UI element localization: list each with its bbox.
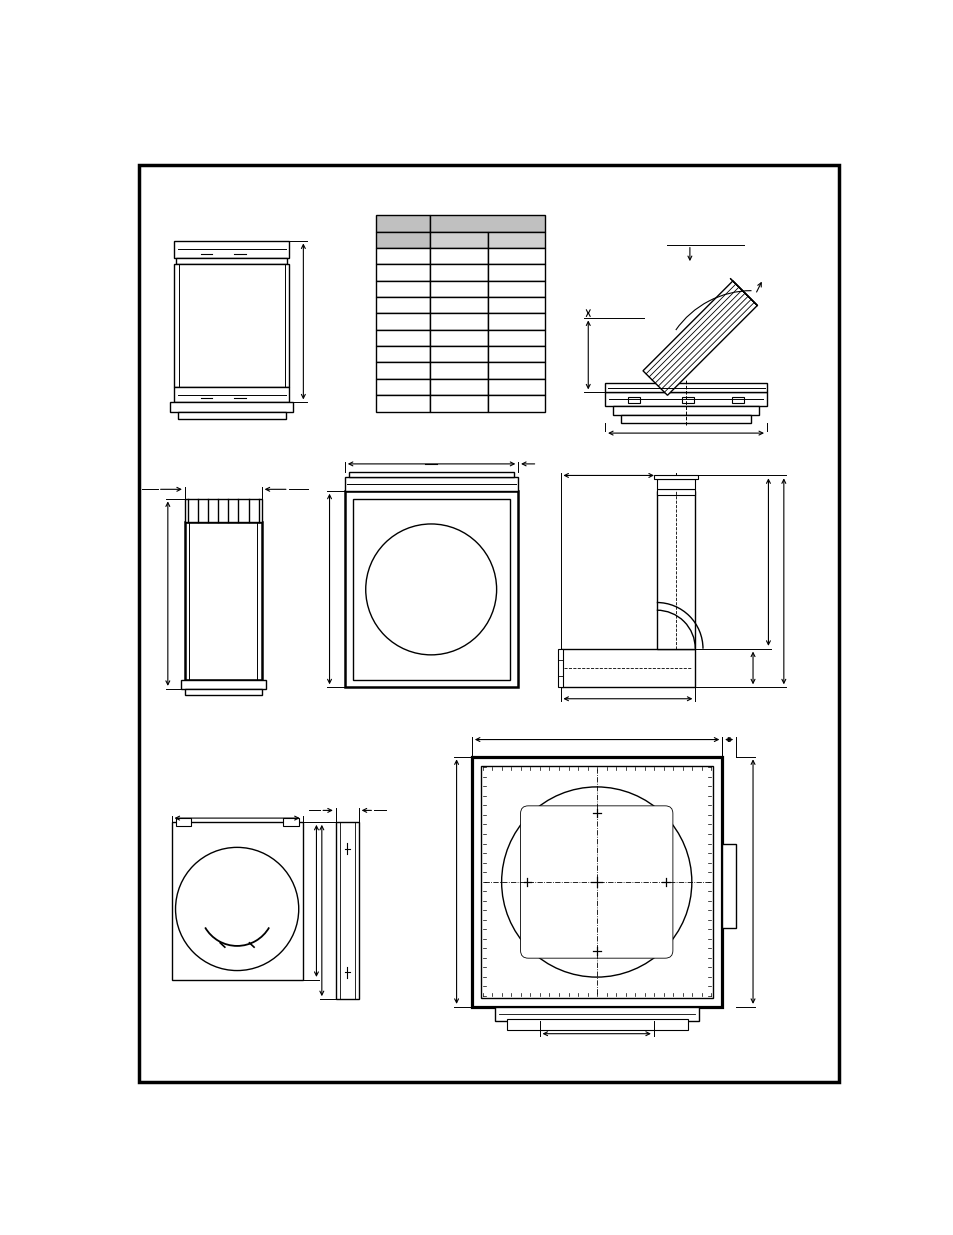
Bar (681, 396, 693, 403)
Bar (185, 521, 261, 679)
Bar (430, 346, 487, 362)
Bar (487, 280, 544, 296)
Bar (173, 387, 289, 403)
Bar (487, 264, 544, 280)
Polygon shape (729, 278, 757, 305)
Bar (654, 475, 697, 479)
Bar (487, 314, 544, 330)
Bar (732, 396, 743, 403)
Circle shape (365, 524, 497, 655)
Bar (283, 818, 298, 826)
Bar (480, 766, 712, 998)
Bar (487, 231, 544, 248)
Ellipse shape (501, 787, 691, 977)
Circle shape (175, 847, 298, 971)
Bar (430, 296, 487, 314)
Bar (487, 346, 544, 362)
Bar (353, 499, 510, 679)
Bar (721, 844, 736, 929)
Bar (430, 395, 487, 411)
Bar (628, 396, 639, 403)
Bar (176, 258, 287, 264)
Bar (177, 411, 285, 419)
Bar (375, 314, 430, 330)
Bar (345, 490, 517, 687)
Bar (375, 264, 430, 280)
Bar (375, 362, 430, 379)
Bar (375, 346, 430, 362)
Bar (375, 215, 430, 231)
Bar (560, 648, 695, 687)
Bar (335, 823, 358, 999)
Bar (604, 393, 766, 406)
Bar (173, 264, 289, 387)
Bar (656, 479, 695, 489)
Bar (506, 1019, 687, 1030)
Bar (620, 415, 751, 424)
Bar (430, 215, 544, 231)
Bar (430, 362, 487, 379)
Bar (175, 818, 191, 826)
Bar (170, 403, 293, 411)
Bar (181, 679, 265, 689)
Bar (558, 648, 562, 687)
Bar (430, 314, 487, 330)
Bar (430, 264, 487, 280)
Bar (185, 689, 261, 695)
Bar (375, 280, 430, 296)
Bar (375, 330, 430, 346)
Bar (375, 248, 430, 264)
Bar (430, 379, 487, 395)
Bar (495, 1007, 699, 1020)
Bar (430, 330, 487, 346)
Bar (656, 490, 695, 648)
Bar (375, 296, 430, 314)
Bar (430, 280, 487, 296)
Bar (604, 383, 766, 393)
Bar (487, 379, 544, 395)
FancyBboxPatch shape (520, 806, 672, 958)
Bar (173, 241, 289, 258)
Bar (487, 296, 544, 314)
Bar (185, 499, 261, 521)
Bar (472, 757, 721, 1007)
Bar (656, 489, 695, 495)
Bar (375, 231, 430, 248)
Bar (487, 362, 544, 379)
Bar (345, 477, 517, 490)
Bar (349, 472, 514, 477)
Bar (487, 330, 544, 346)
Bar (487, 395, 544, 411)
Bar (430, 248, 487, 264)
Polygon shape (642, 280, 757, 395)
Bar (375, 395, 430, 411)
Bar (375, 379, 430, 395)
Bar (487, 248, 544, 264)
Bar (172, 823, 302, 979)
Bar (612, 406, 759, 415)
Bar (430, 231, 487, 248)
